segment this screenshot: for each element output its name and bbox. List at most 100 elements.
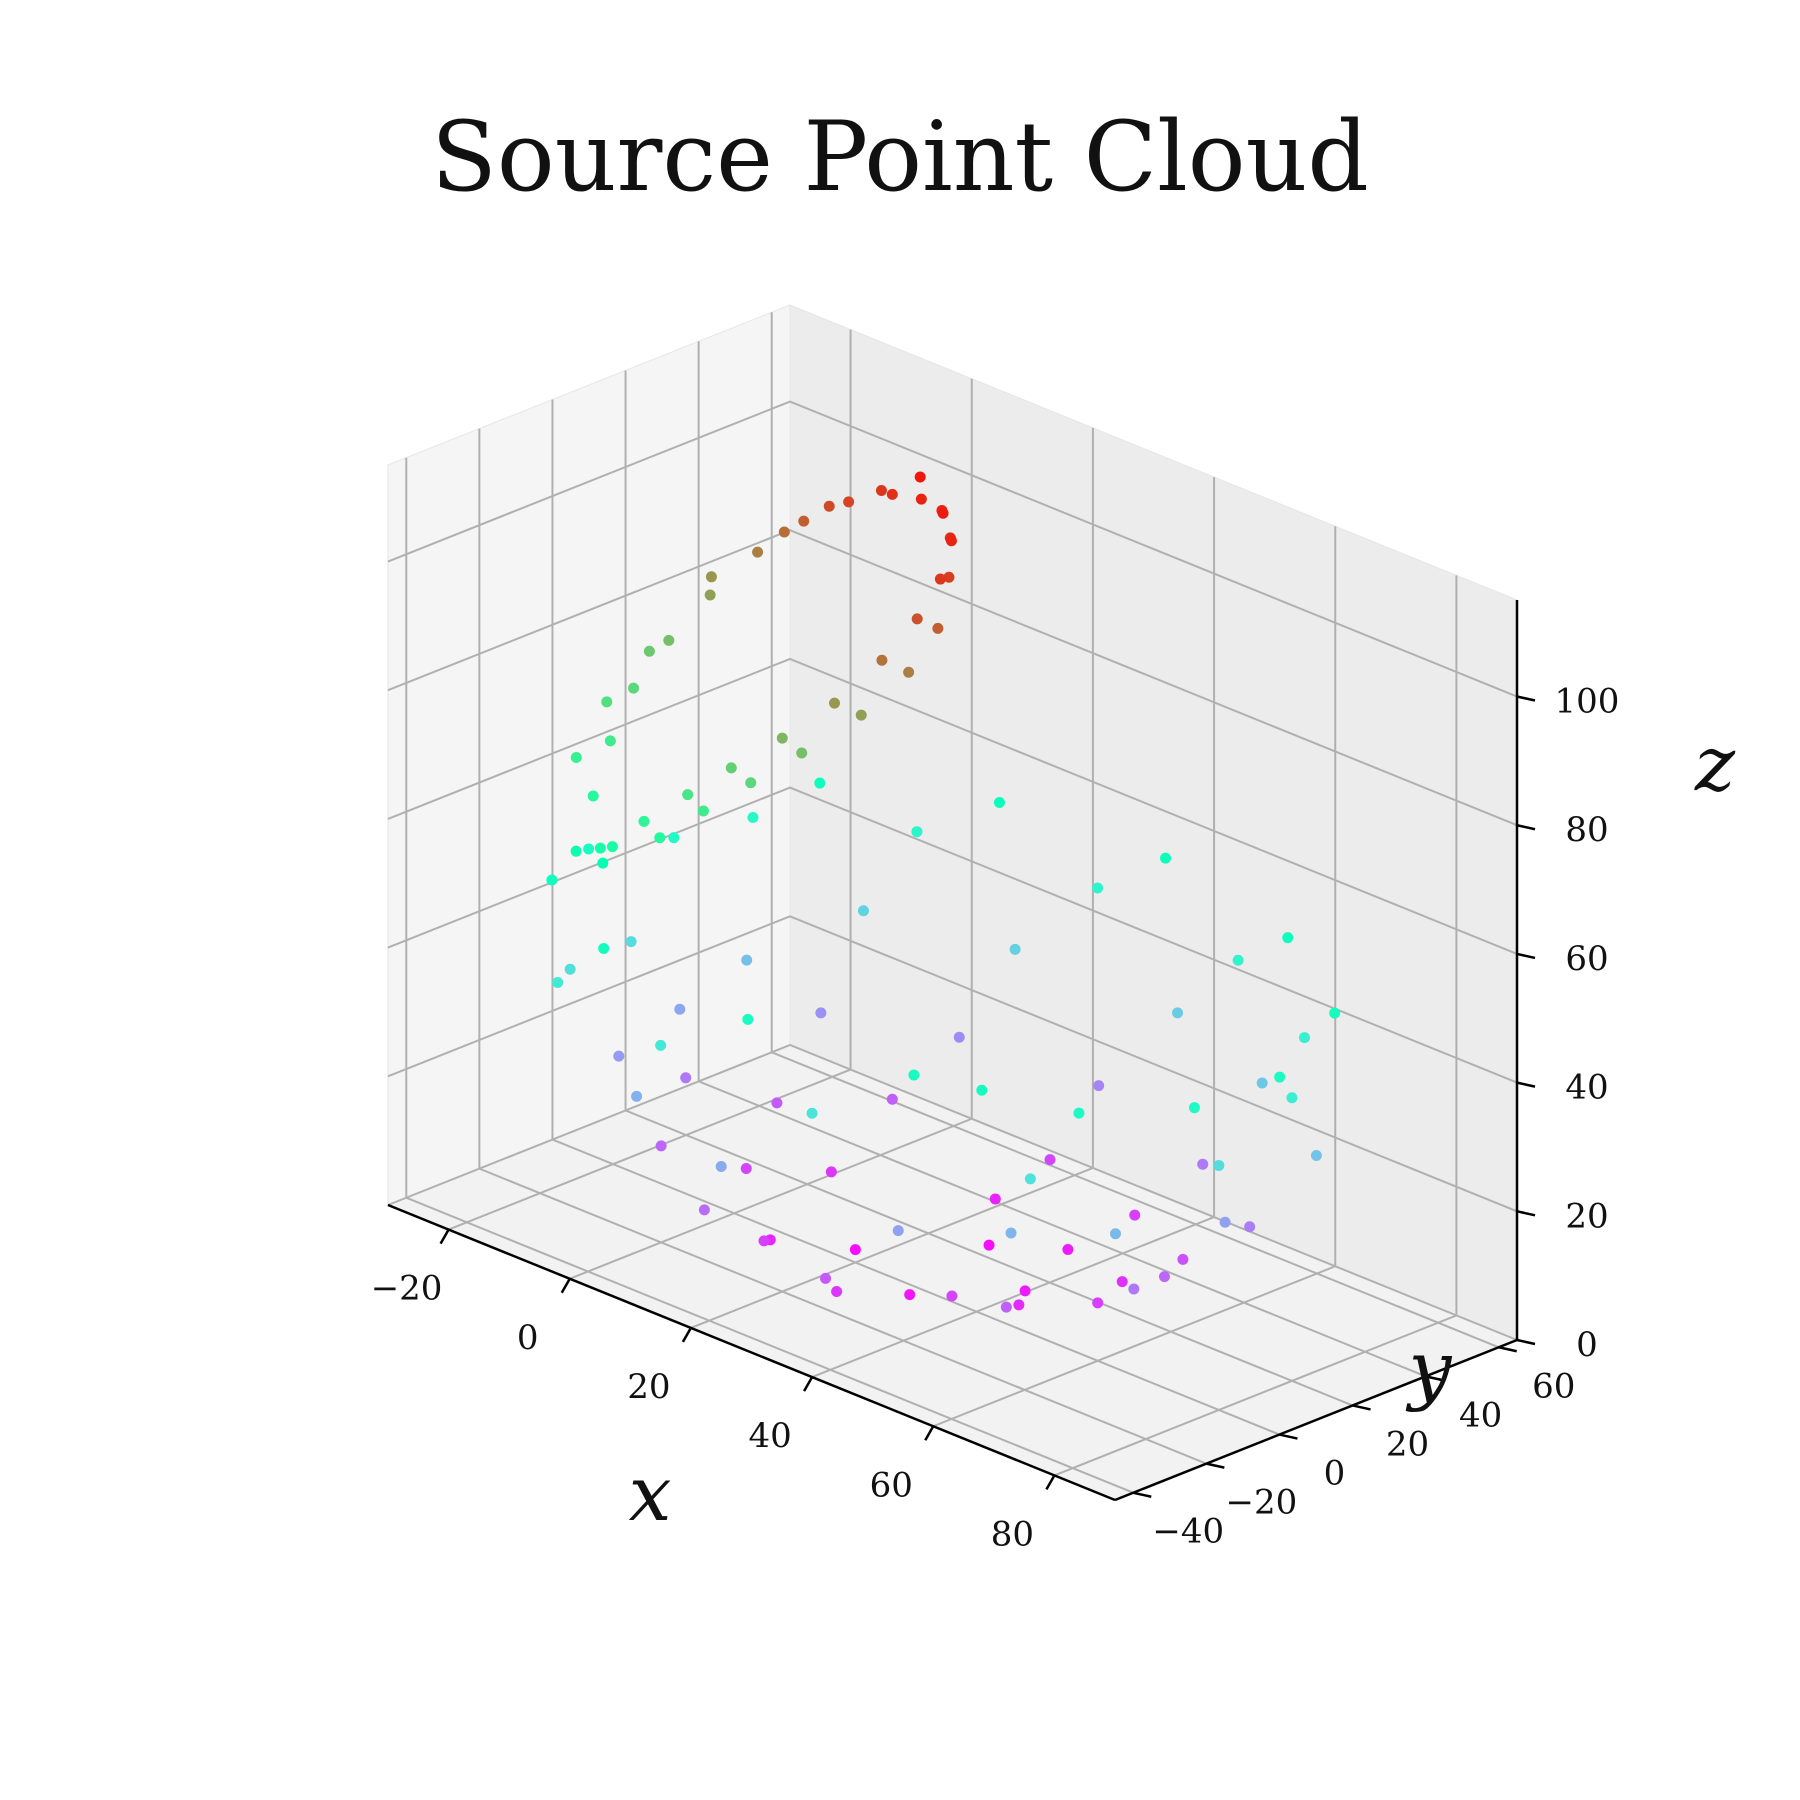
y-tick-mark <box>1206 1462 1225 1469</box>
data-point <box>903 666 915 678</box>
data-point <box>796 747 808 759</box>
z-tick-label: 20 <box>1565 1196 1608 1236</box>
data-point <box>914 471 926 483</box>
data-point <box>1024 1173 1036 1185</box>
data-point <box>747 811 759 823</box>
data-point <box>886 488 898 500</box>
data-point <box>594 842 606 854</box>
data-point <box>598 943 610 955</box>
data-point <box>989 1193 1001 1205</box>
z-tick-mark <box>1516 695 1536 702</box>
data-point <box>983 1239 995 1251</box>
data-point <box>741 954 753 966</box>
data-point <box>682 789 694 801</box>
data-point <box>993 797 1005 809</box>
data-point <box>705 571 717 583</box>
data-point <box>814 777 826 789</box>
data-point <box>1310 1149 1322 1161</box>
data-point <box>798 515 810 527</box>
z-tick-label: 80 <box>1565 810 1608 850</box>
data-point <box>758 1235 770 1247</box>
data-point <box>1013 1299 1025 1311</box>
x-tick-mark <box>560 1278 571 1294</box>
data-point <box>1009 943 1021 955</box>
x-tick-mark <box>802 1376 814 1392</box>
y-tick-mark <box>1352 1404 1371 1411</box>
data-point <box>876 654 888 666</box>
grid-line-z <box>387 786 1518 1084</box>
data-point <box>697 805 709 817</box>
data-point <box>943 571 955 583</box>
data-point <box>771 1097 783 1109</box>
data-point <box>638 815 650 827</box>
y-tick-label: −20 <box>1225 1483 1297 1523</box>
data-point <box>704 589 716 601</box>
grid-line-z <box>387 915 1518 1213</box>
data-point <box>546 874 558 886</box>
x-tick-label: −20 <box>371 1269 443 1309</box>
data-point <box>564 963 576 975</box>
data-point <box>831 1285 843 1297</box>
y-tick-label: 0 <box>1324 1454 1346 1494</box>
data-point <box>886 1093 898 1105</box>
data-point <box>815 1007 827 1019</box>
x-tick-label: 20 <box>627 1367 670 1407</box>
data-point <box>1073 1107 1085 1119</box>
data-point <box>1116 1276 1128 1288</box>
data-point <box>1213 1159 1225 1171</box>
data-point <box>628 682 640 694</box>
data-point <box>1219 1216 1231 1228</box>
data-point <box>1286 1092 1298 1104</box>
data-points <box>546 471 1341 1313</box>
z-tick-mark <box>1516 1210 1536 1217</box>
data-point <box>1093 1080 1105 1092</box>
z-tick-label: 0 <box>1576 1325 1598 1365</box>
data-point <box>742 1013 754 1025</box>
data-point <box>698 1204 710 1216</box>
x-tick-mark <box>924 1425 935 1441</box>
y-axis-label: y <box>1406 1324 1453 1413</box>
data-point <box>915 493 927 505</box>
data-point <box>820 1272 832 1284</box>
data-point <box>613 1050 625 1062</box>
data-point <box>1092 1297 1104 1309</box>
data-point <box>643 645 655 657</box>
data-point <box>823 500 835 512</box>
data-point <box>601 696 613 708</box>
y-tick-mark <box>1498 1346 1517 1353</box>
data-point <box>945 535 957 547</box>
data-point <box>1005 1227 1017 1239</box>
data-point <box>1109 1228 1121 1240</box>
data-point <box>806 1107 818 1119</box>
grid-line-z <box>387 1043 1518 1341</box>
data-point <box>778 526 790 538</box>
data-point <box>583 843 595 855</box>
data-point <box>953 1031 965 1043</box>
data-point <box>946 1290 958 1302</box>
x-tick-mark <box>1045 1474 1056 1491</box>
data-point <box>1000 1301 1012 1313</box>
data-point <box>1244 1221 1256 1233</box>
z-tick-label: 40 <box>1565 1068 1608 1108</box>
data-point <box>570 845 582 857</box>
z-tick-mark <box>1516 952 1536 960</box>
data-point <box>570 752 582 764</box>
data-point <box>1188 1102 1200 1114</box>
data-point <box>552 976 564 988</box>
data-point <box>625 936 637 948</box>
data-point <box>976 1084 988 1096</box>
data-point <box>1177 1253 1189 1265</box>
data-point <box>908 1069 920 1081</box>
x-tick-label: 0 <box>517 1318 539 1358</box>
y-tick-label: 40 <box>1459 1395 1502 1435</box>
grid-line-z <box>387 529 1518 827</box>
data-point <box>587 790 599 802</box>
data-point <box>1092 882 1104 894</box>
data-point <box>911 613 923 625</box>
data-point <box>934 573 946 585</box>
data-point <box>1232 954 1244 966</box>
data-point <box>740 1163 752 1175</box>
data-point <box>1019 1285 1031 1297</box>
